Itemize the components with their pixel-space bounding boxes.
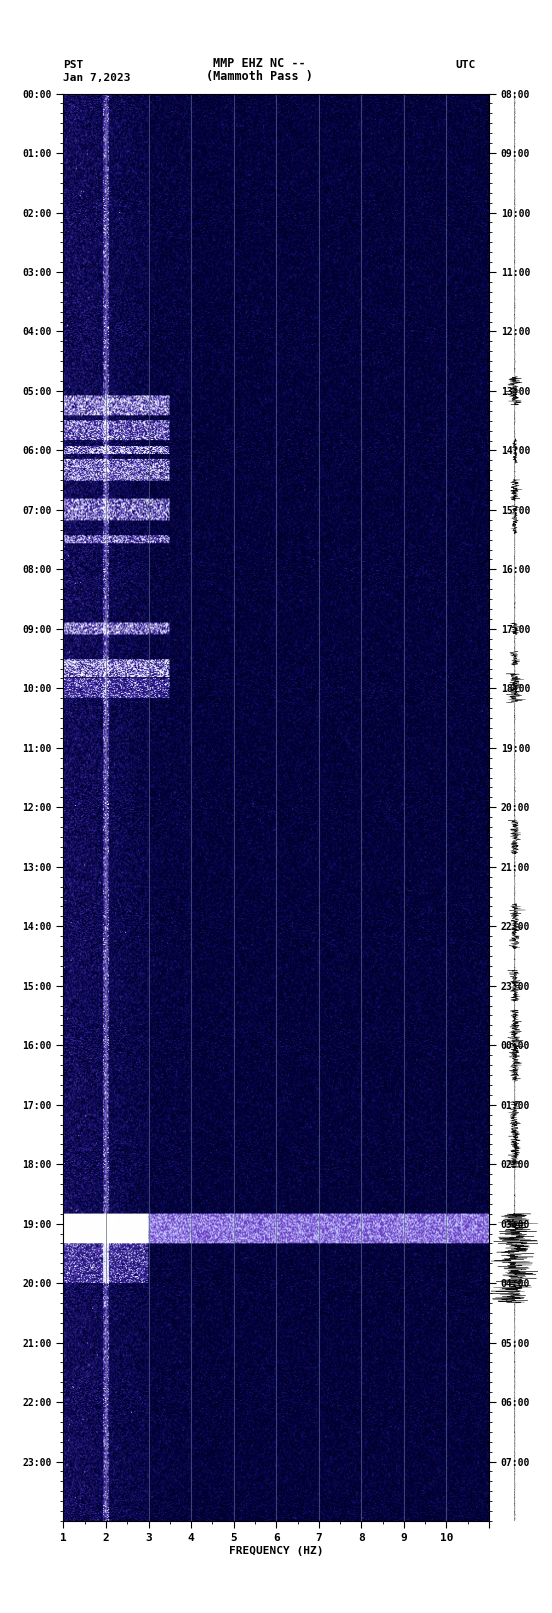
Polygon shape [7,21,24,65]
Text: PST: PST [63,60,84,71]
Text: USGS: USGS [30,35,53,47]
Polygon shape [15,48,30,65]
X-axis label: FREQUENCY (HZ): FREQUENCY (HZ) [229,1545,323,1555]
Text: (Mammoth Pass ): (Mammoth Pass ) [206,69,313,84]
Text: UTC: UTC [455,60,476,71]
Text: MMP EHZ NC --: MMP EHZ NC -- [213,56,306,71]
Text: Jan 7,2023: Jan 7,2023 [63,73,131,84]
